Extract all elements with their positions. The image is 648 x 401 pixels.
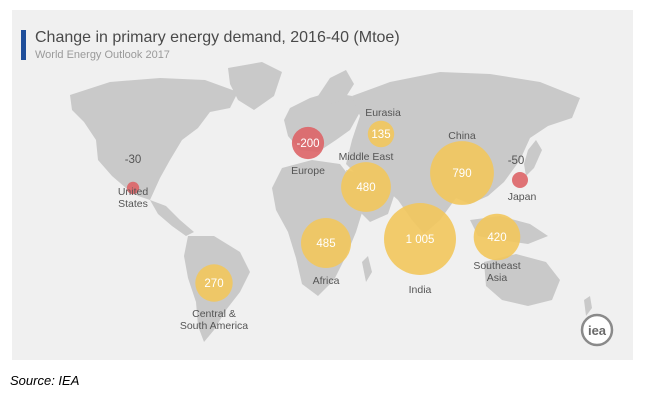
title-accent-bar (21, 30, 26, 60)
greenland-shape (228, 62, 282, 110)
india-bubble (384, 203, 456, 275)
central-south-america-label-line: Central & (192, 308, 236, 320)
australia-shape (484, 254, 560, 306)
central-south-america-label-line: South America (180, 320, 248, 332)
china-label-line: China (448, 130, 476, 142)
united-states-label: United States (118, 186, 149, 210)
iea-logo-ring (580, 313, 614, 347)
middle-east-label-line: Middle East (339, 151, 394, 163)
uk-shape (290, 104, 302, 124)
africa-value: 485 (316, 238, 335, 250)
europe-label: Europe (291, 165, 325, 177)
scandinavia-shape (318, 70, 354, 104)
region-bubbles: -30 United States -200 Europe 135 Eurasia 480 Mi… (118, 107, 537, 332)
southeast-asia-value: 420 (487, 232, 506, 244)
source-note: Source: IEA (10, 373, 80, 388)
iea-logo-text: iea (588, 323, 607, 338)
north-america-shape (70, 78, 238, 200)
china-value: 790 (452, 168, 471, 180)
china-bubble (430, 141, 494, 205)
japan-label-line: Japan (508, 191, 537, 203)
japan-bubble (512, 172, 528, 188)
united-states-value: -30 (125, 154, 142, 166)
india-value: 1 005 (406, 234, 435, 246)
madagascar-shape (362, 256, 372, 282)
europe-value: -200 (296, 138, 319, 150)
united-states-label-line: States (118, 198, 148, 210)
japan-label: Japan (508, 191, 537, 203)
united-states-label-line: United (118, 186, 149, 198)
middle-east-bubble (341, 162, 391, 212)
map-title: Change in primary energy demand, 2016-40… (35, 29, 400, 46)
china-label: China (448, 130, 476, 142)
southeast-asia-label: Southeast Asia (473, 260, 520, 284)
eurasia-label: Eurasia (365, 107, 401, 119)
japan-value: -50 (508, 155, 525, 167)
southeast-asia-label-line: Southeast (473, 260, 520, 272)
europe-bubble (291, 126, 325, 160)
india-label: India (409, 284, 432, 296)
japan-shape (524, 140, 542, 176)
map-subtitle: World Energy Outlook 2017 (35, 49, 170, 61)
southeast-asia-label-line: Asia (487, 272, 508, 284)
central-south-america-bubble (195, 264, 233, 302)
southeast-asia-bubble (473, 213, 521, 261)
central-south-america-label: Central & South America (180, 308, 248, 332)
europe-label-line: Europe (291, 165, 325, 177)
eurasia-label-line: Eurasia (365, 107, 401, 119)
central-south-america-value: 270 (204, 278, 223, 290)
eurasia-bubble (367, 120, 395, 148)
united-states-bubble (126, 181, 140, 195)
middle-east-label: Middle East (339, 151, 394, 163)
iea-logo: iea (580, 313, 614, 347)
africa-label-line: Africa (313, 275, 340, 287)
middle-east-value: 480 (356, 182, 375, 194)
africa-bubble (301, 218, 351, 268)
india-label-line: India (409, 284, 432, 296)
central-america-shape (150, 200, 194, 236)
new-zealand-shape (584, 296, 592, 316)
eurasia-value: 135 (371, 129, 390, 141)
africa-label: Africa (313, 275, 340, 287)
